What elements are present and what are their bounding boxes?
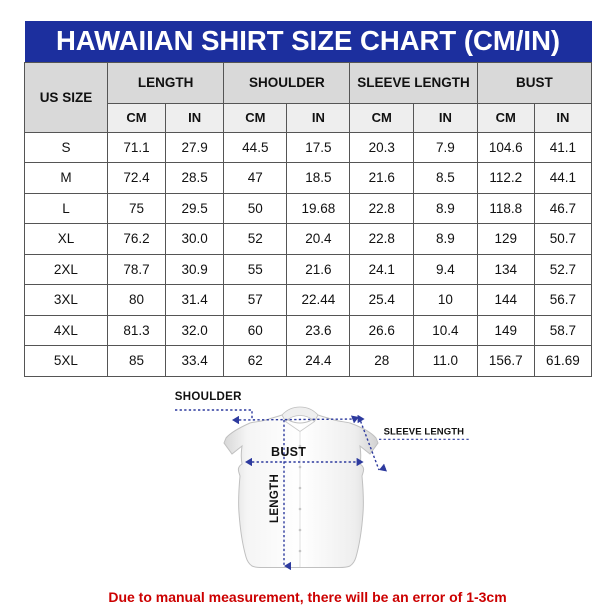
svg-text:SHOULDER: SHOULDER [175, 391, 242, 403]
svg-text:SLEEVE LENGTH: SLEEVE LENGTH [384, 426, 465, 437]
svg-text:BUST: BUST [271, 445, 306, 459]
svg-text:LENGTH: LENGTH [269, 474, 281, 523]
